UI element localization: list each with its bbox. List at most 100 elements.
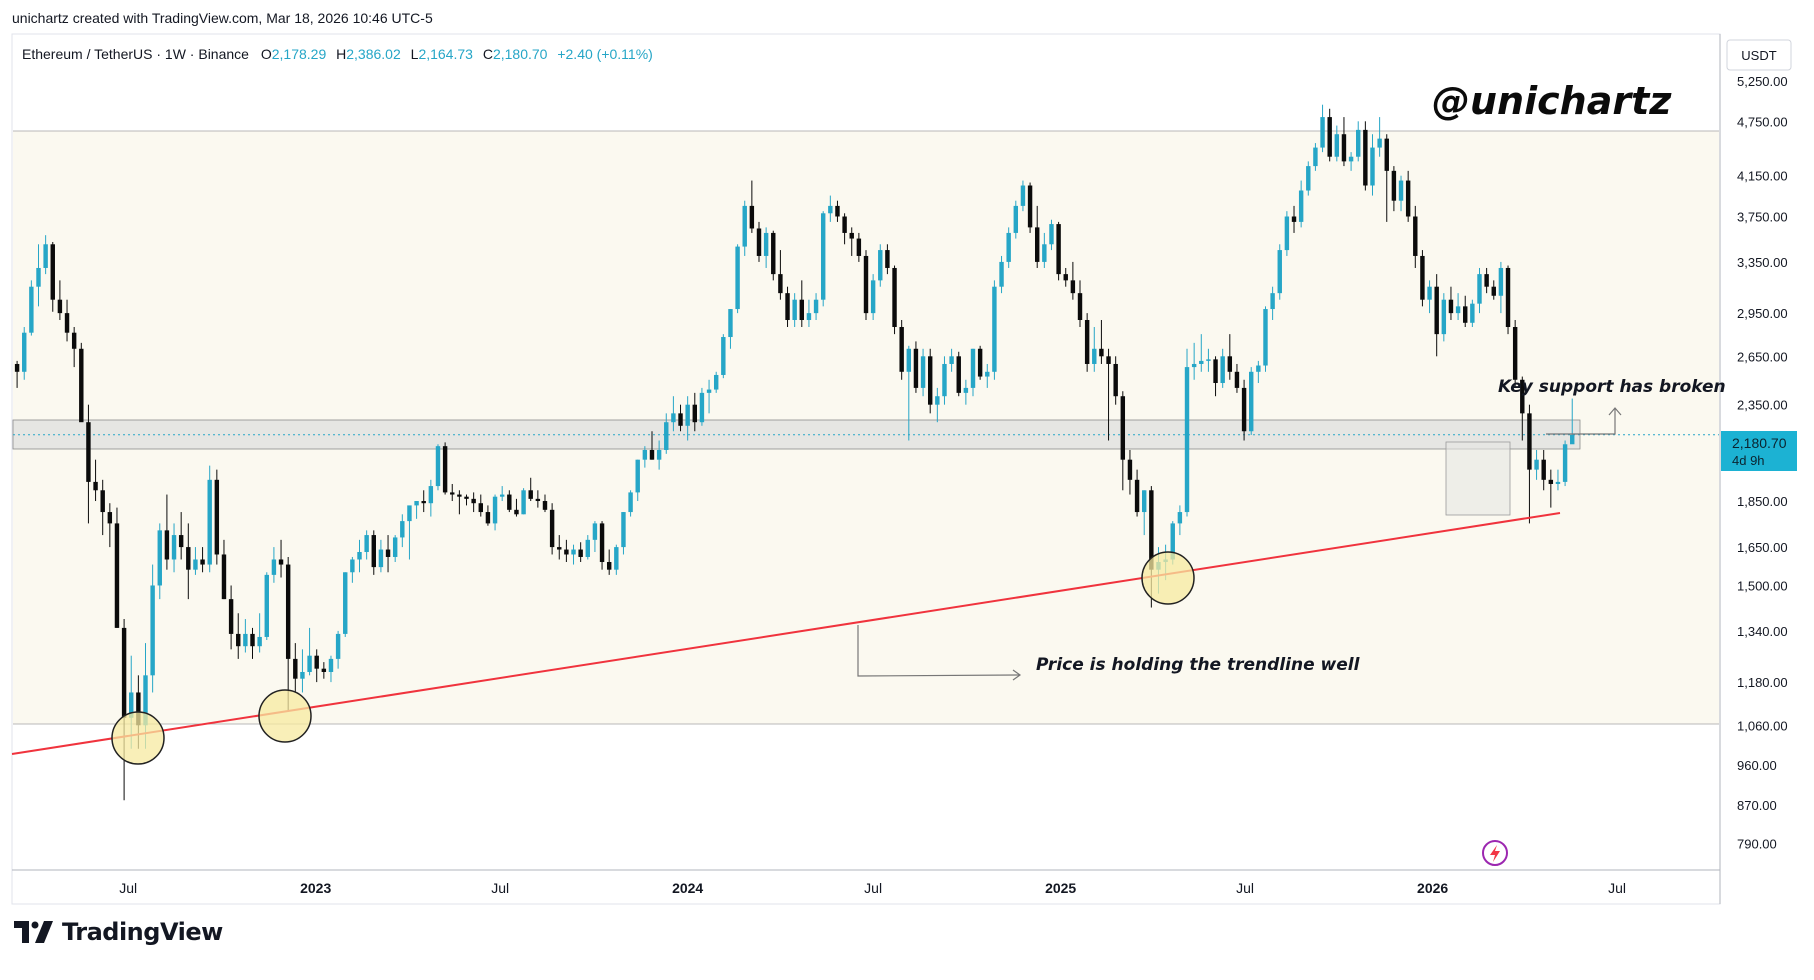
candle-down[interactable]	[1213, 359, 1218, 384]
candle-down[interactable]	[321, 668, 327, 672]
candle-down[interactable]	[856, 238, 862, 256]
candle-up[interactable]	[942, 363, 947, 397]
candle-up[interactable]	[1562, 444, 1568, 482]
candle-down[interactable]	[549, 509, 555, 548]
candle-up[interactable]	[1042, 244, 1047, 262]
candle-down[interactable]	[863, 255, 869, 314]
candle-up[interactable]	[1455, 306, 1461, 314]
candle-up[interactable]	[328, 658, 334, 672]
candle-up[interactable]	[157, 530, 162, 586]
candle-up[interactable]	[1555, 481, 1561, 484]
candle-up[interactable]	[1199, 360, 1204, 364]
candle-down[interactable]	[1484, 274, 1489, 287]
candle-down[interactable]	[842, 216, 847, 233]
candle-down[interactable]	[186, 547, 191, 570]
candle-up[interactable]	[813, 299, 819, 314]
candle-up[interactable]	[728, 309, 733, 338]
candle-up[interactable]	[307, 655, 312, 672]
candle-down[interactable]	[464, 496, 469, 499]
candle-up[interactable]	[664, 422, 669, 450]
candle-down[interactable]	[478, 503, 483, 513]
candle-up[interactable]	[999, 261, 1004, 287]
candle-up[interactable]	[43, 244, 48, 268]
candle-down[interactable]	[528, 490, 533, 499]
candle-up[interactable]	[621, 512, 626, 548]
candle-up[interactable]	[435, 446, 441, 487]
candle-down[interactable]	[977, 348, 983, 377]
candle-up[interactable]	[407, 505, 412, 522]
candle-down[interactable]	[785, 293, 790, 321]
candle-down[interactable]	[1512, 327, 1518, 380]
candle-up[interactable]	[29, 286, 34, 333]
candle-up[interactable]	[949, 356, 954, 364]
candle-down[interactable]	[835, 205, 840, 217]
candle-down[interactable]	[1099, 348, 1104, 357]
candle-down[interactable]	[678, 413, 683, 426]
candle-down[interactable]	[1327, 117, 1332, 157]
candle-up[interactable]	[350, 559, 355, 573]
candle-down[interactable]	[1234, 371, 1240, 388]
candle-up[interactable]	[706, 389, 712, 393]
candle-up[interactable]	[870, 280, 876, 314]
candle-up[interactable]	[414, 501, 419, 506]
consolidation-box[interactable]	[1445, 441, 1511, 516]
candle-up[interactable]	[1191, 363, 1197, 368]
candle-up[interactable]	[992, 286, 997, 372]
candle-up[interactable]	[1370, 147, 1375, 186]
candle-down[interactable]	[578, 549, 583, 557]
candle-up[interactable]	[1177, 512, 1183, 524]
candle-down[interactable]	[164, 530, 170, 560]
candle-up[interactable]	[628, 492, 633, 513]
candle-up[interactable]	[1142, 490, 1147, 513]
candle-up[interactable]	[1263, 309, 1268, 366]
candle-up[interactable]	[820, 213, 826, 300]
candle-up[interactable]	[1220, 356, 1225, 384]
candle-down[interactable]	[228, 599, 234, 634]
candle-up[interactable]	[935, 396, 940, 405]
candle-down[interactable]	[1227, 356, 1233, 372]
candle-down[interactable]	[1077, 293, 1083, 321]
candle-up[interactable]	[129, 692, 134, 718]
candle-up[interactable]	[742, 205, 747, 247]
candle-down[interactable]	[371, 535, 376, 568]
candle-up[interactable]	[378, 549, 384, 568]
candle-up[interactable]	[656, 449, 662, 460]
candle-down[interactable]	[200, 559, 205, 565]
candle-down[interactable]	[1027, 185, 1033, 228]
candle-up[interactable]	[171, 535, 177, 560]
candle-down[interactable]	[93, 481, 98, 491]
candle-down[interactable]	[649, 449, 655, 460]
candle-down[interactable]	[314, 655, 319, 669]
candle-up[interactable]	[963, 387, 969, 393]
candle-down[interactable]	[421, 501, 426, 504]
candle-up[interactable]	[1306, 166, 1311, 191]
candle-up[interactable]	[985, 371, 990, 377]
candle-down[interactable]	[557, 547, 562, 550]
candle-down[interactable]	[849, 232, 854, 239]
candle-up[interactable]	[357, 552, 362, 560]
candle-up[interactable]	[1298, 190, 1304, 222]
candle-up[interactable]	[1206, 359, 1211, 361]
candle-down[interactable]	[471, 498, 476, 504]
candle-down[interactable]	[442, 446, 448, 493]
candle-up[interactable]	[614, 547, 619, 570]
candle-down[interactable]	[1527, 413, 1532, 470]
symbol-legend[interactable]: Ethereum / TetherUS · 1W · Binance O2,17…	[22, 46, 653, 62]
candle-down[interactable]	[1463, 306, 1468, 323]
candle-up[interactable]	[1377, 138, 1382, 148]
candle-down[interactable]	[221, 554, 227, 600]
time-axis[interactable]: Jul 2023 Jul 2024 Jul 2025 Jul 2026 Jul	[119, 880, 1626, 896]
candle-up[interactable]	[571, 549, 576, 555]
candle-down[interactable]	[1106, 356, 1111, 364]
candle-down[interactable]	[599, 523, 605, 563]
candle-down[interactable]	[293, 658, 298, 679]
candle-up[interactable]	[343, 572, 348, 634]
candle-up[interactable]	[1006, 232, 1011, 262]
candle-up[interactable]	[1270, 293, 1275, 310]
candle-down[interactable]	[71, 332, 77, 349]
candle-up[interactable]	[1348, 156, 1354, 162]
candle-down[interactable]	[1363, 129, 1368, 186]
candle-down[interactable]	[136, 692, 141, 726]
candle-down[interactable]	[956, 356, 961, 393]
candle-up[interactable]	[207, 479, 212, 565]
